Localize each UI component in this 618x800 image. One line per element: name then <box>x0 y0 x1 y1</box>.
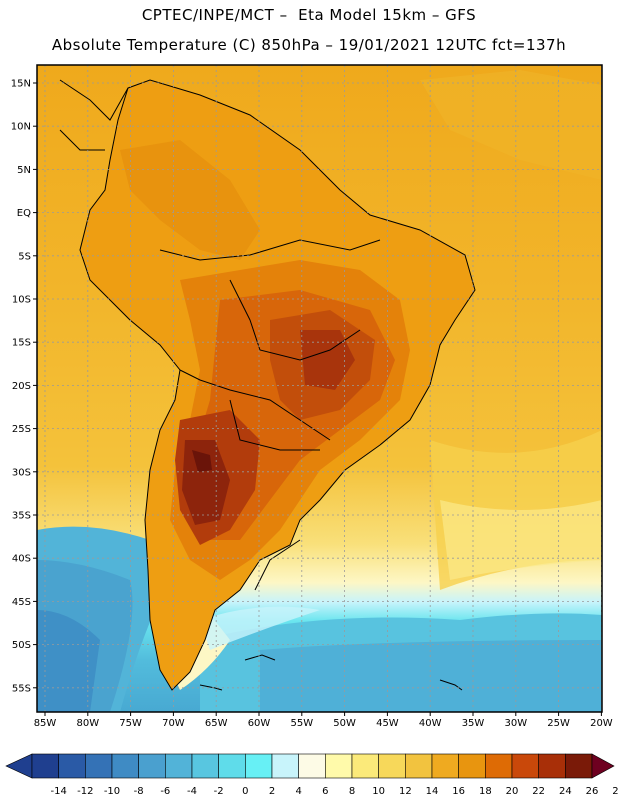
colorbar-label: 10 <box>372 786 385 797</box>
colorbar-swatch <box>431 753 459 779</box>
lon-tick-label: 75W <box>119 718 142 729</box>
lon-tick-label: 60W <box>248 718 271 729</box>
lon-tick-label: 45W <box>376 718 399 729</box>
colorbar-swatch <box>58 753 86 779</box>
lon-tick-label: 65W <box>205 718 228 729</box>
lon-tick-label: 35W <box>462 718 485 729</box>
colorbar-swatch <box>85 753 113 779</box>
lat-tick-label: 40S <box>12 554 31 565</box>
colorbar-label: 8 <box>349 786 355 797</box>
colorbar-swatch <box>538 753 566 779</box>
colorbar-label: -6 <box>160 786 170 797</box>
chart-subtitle: Absolute Temperature (C) 850hPa – 19/01/… <box>51 36 567 54</box>
colorbar-label: 18 <box>479 786 492 797</box>
lon-tick-label: 25W <box>547 718 570 729</box>
colorbar-swatch <box>458 753 486 779</box>
lat-tick-label: 35S <box>12 511 31 522</box>
lat-tick-label: 45S <box>12 597 31 608</box>
colorbar-label: -14 <box>50 786 66 797</box>
colorbar-swatch <box>111 753 139 779</box>
colorbar-swatch <box>405 753 433 779</box>
colorbar-swatch <box>511 753 539 779</box>
lat-tick-label: 55S <box>12 683 31 694</box>
colorbar-label: -2 <box>214 786 224 797</box>
colorbar-arrow-high <box>591 753 615 779</box>
colorbar-swatch <box>565 753 593 779</box>
lat-tick-label: 10N <box>11 122 31 133</box>
lon-tick-label: 50W <box>333 718 356 729</box>
colorbar-label: 28 <box>612 786 618 797</box>
gridlines <box>37 65 602 712</box>
colorbar-swatch <box>298 753 326 779</box>
lat-tick-label: 25S <box>12 424 31 435</box>
colorbar-swatch <box>271 753 299 779</box>
lon-tick-label: 85W <box>34 718 57 729</box>
colorbar-swatch <box>245 753 273 779</box>
colorbar-label: -8 <box>134 786 144 797</box>
colorbar-swatch <box>165 753 193 779</box>
lat-tick-label: EQ <box>17 208 31 219</box>
colorbar-label: 26 <box>586 786 599 797</box>
colorbar-swatch <box>218 753 246 779</box>
colorbar-swatch <box>325 753 353 779</box>
lat-tick-label: 30S <box>12 467 31 478</box>
colorbar-label: 22 <box>532 786 545 797</box>
colorbar-swatch <box>378 753 406 779</box>
temperature-field <box>37 65 602 712</box>
lat-tick-label: 5N <box>17 165 31 176</box>
colorbar-label: -4 <box>187 786 197 797</box>
chart-title: CPTEC/INPE/MCT – Eta Model 15km – GFS <box>141 6 477 24</box>
coastlines <box>59 79 476 691</box>
lat-tick-label: 20S <box>12 381 31 392</box>
colorbar-swatch <box>485 753 513 779</box>
lat-tick-label: 5S <box>18 251 31 262</box>
lon-tick-label: 70W <box>162 718 185 729</box>
colorbar-label: -10 <box>104 786 120 797</box>
lat-tick-label: 50S <box>12 640 31 651</box>
colorbar-label: 2 <box>269 786 275 797</box>
colorbar: -14 -12 -10 -8 -6 -4 -2 0 2 4 6 8 10 12 14 16 18 20 22 24 26… <box>5 753 618 797</box>
colorbar-swatch <box>351 753 379 779</box>
latitude-axis: 15N 10N 5N EQ 5S 10S 15S 20S 25S 30S 35S 40S 45S 50S 5… <box>11 79 37 694</box>
colorbar-label: 0 <box>242 786 248 797</box>
map-frame <box>36 64 603 713</box>
colorbar-label: -12 <box>77 786 93 797</box>
colorbar-arrow-low <box>5 753 33 779</box>
colorbar-label: 16 <box>452 786 465 797</box>
colorbar-label: 4 <box>295 786 301 797</box>
lon-tick-label: 40W <box>419 718 442 729</box>
lon-tick-label: 30W <box>504 718 527 729</box>
lat-tick-label: 15N <box>11 79 31 90</box>
colorbar-swatch <box>191 753 219 779</box>
colorbar-label: 6 <box>322 786 328 797</box>
colorbar-label: 24 <box>559 786 572 797</box>
colorbar-swatch <box>31 753 59 779</box>
colorbar-label: 14 <box>426 786 439 797</box>
lon-tick-label: 80W <box>76 718 99 729</box>
lon-tick-label: 20W <box>590 718 613 729</box>
lat-tick-label: 15S <box>12 338 31 349</box>
colorbar-label: 12 <box>399 786 412 797</box>
lat-tick-label: 10S <box>12 295 31 306</box>
colorbar-label: 20 <box>506 786 519 797</box>
colorbar-swatch <box>138 753 166 779</box>
longitude-axis: 85W 80W 75W 70W 65W 60W 55W 50W 45W 40W 35W 30W 25W 2… <box>34 712 613 729</box>
lon-tick-label: 55W <box>290 718 313 729</box>
